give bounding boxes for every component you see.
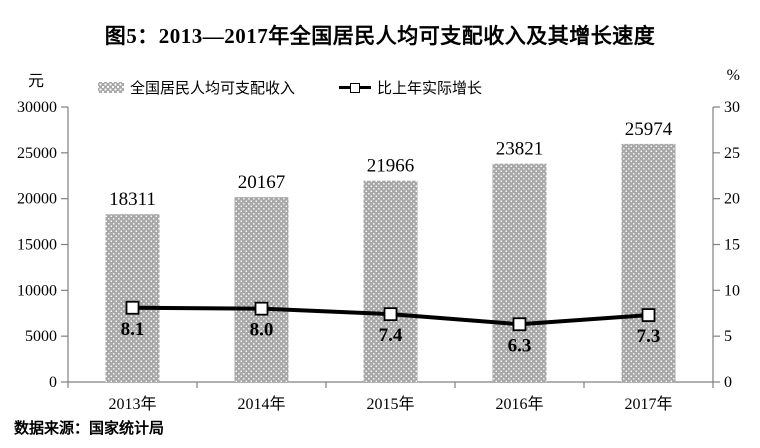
growth-value-label: 7.3 (637, 326, 661, 347)
bar-swatch-icon (98, 82, 124, 93)
line-marker-2017年 (641, 308, 656, 322)
category-label: 2016年 (495, 395, 543, 413)
bar-value-label: 20167 (238, 172, 286, 193)
left-axis-unit: 元 (28, 73, 45, 90)
growth-value-label: 6.3 (508, 335, 532, 356)
growth-value-label: 7.4 (379, 325, 403, 346)
left-axis-tick-label: 5000 (25, 328, 57, 345)
legend-item-bar: 全国居民人均可支配收入 (98, 77, 295, 98)
bar-value-label: 23821 (496, 139, 544, 160)
bar-value-label: 21966 (367, 156, 415, 177)
left-axis-tick-label: 25000 (17, 145, 57, 162)
legend-item-line: 比上年实际增长 (339, 77, 482, 98)
category-label: 2017年 (624, 395, 672, 413)
category-label: 2013年 (108, 395, 156, 413)
right-axis-tick-label: 25 (724, 145, 740, 162)
growth-value-label: 8.0 (250, 320, 274, 341)
line-marker-2013年 (125, 300, 140, 315)
right-axis-tick-label: 5 (724, 328, 732, 345)
bar-value-label: 25974 (625, 119, 673, 140)
right-axis-tick-label: 20 (724, 191, 740, 208)
right-axis-tick-label: 0 (724, 374, 732, 391)
right-axis-unit: % (726, 67, 740, 84)
line-marker-2016年 (512, 317, 527, 332)
right-axis-tick-label: 15 (724, 237, 740, 254)
bar-2013年 (105, 214, 160, 382)
right-axis-tick-label: 30 (724, 99, 740, 116)
chart-title: 图5：2013—2017年全国居民人均可支配收入及其增长速度 (104, 24, 656, 48)
line-marker-2015年 (383, 307, 398, 322)
category-label: 2014年 (237, 395, 285, 413)
left-axis-tick-label: 15000 (17, 237, 57, 254)
line-marker-icon (339, 82, 372, 94)
bar-2014年 (234, 197, 289, 382)
left-axis-tick-label: 30000 (17, 99, 57, 116)
left-axis-tick-label: 0 (49, 374, 57, 391)
left-axis-tick-label: 10000 (17, 282, 57, 299)
legend-bar-label: 全国居民人均可支配收入 (130, 81, 296, 97)
bar-2017年 (621, 143, 676, 382)
growth-value-label: 8.1 (121, 319, 145, 340)
line-marker-2014年 (254, 301, 269, 316)
bar-2015年 (363, 180, 418, 382)
legend-line-label: 比上年实际增长 (377, 81, 483, 97)
source-note: 数据来源：国家统计局 (14, 420, 165, 437)
legend: 全国居民人均可支配收入 比上年实际增长 (98, 77, 482, 98)
bar-value-label: 18311 (109, 189, 156, 210)
right-axis-tick-label: 10 (724, 282, 740, 299)
bar-2016年 (492, 163, 547, 382)
category-label: 2015年 (366, 395, 414, 413)
left-axis-tick-label: 20000 (17, 191, 57, 208)
